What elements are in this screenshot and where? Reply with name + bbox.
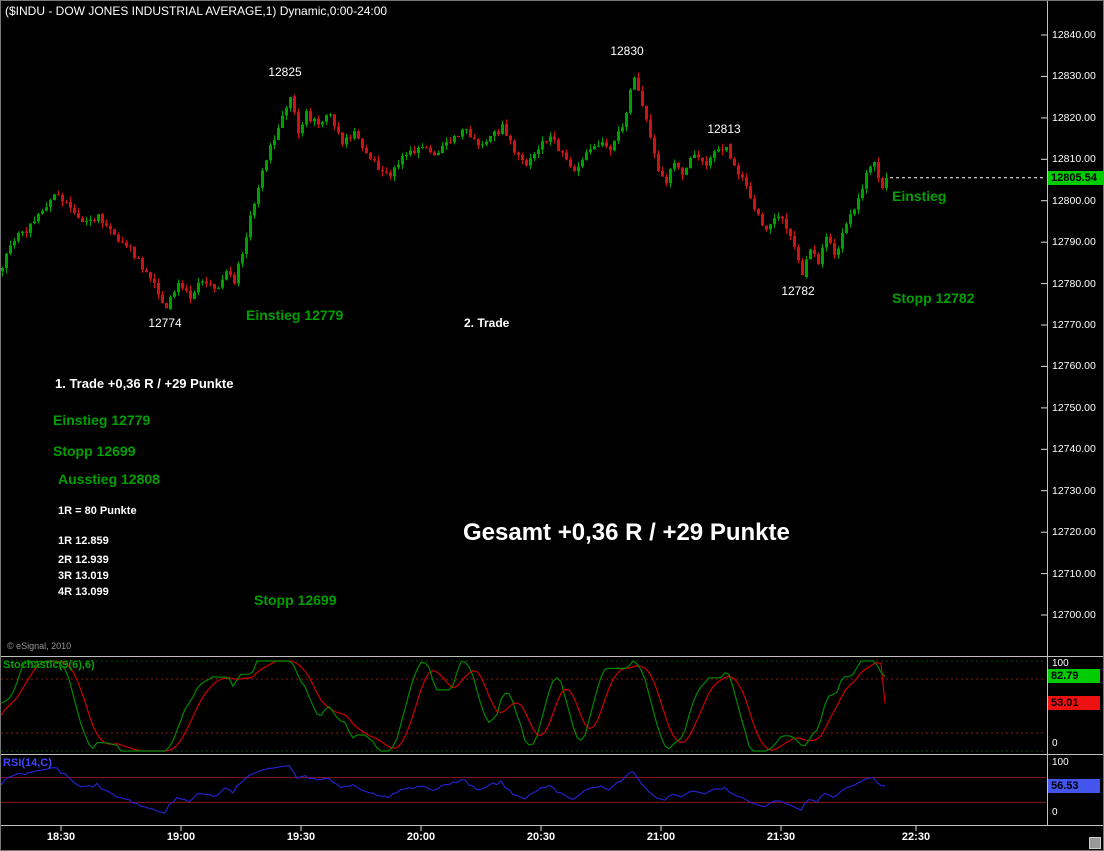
price-axis[interactable]: 12840.00 12830.00 12820.00 12810.00 12800.00… [1048,1,1103,825]
annotation: 12774 [148,316,182,330]
time-axis-label: 19:30 [286,831,316,843]
annotation: 2. Trade [464,316,510,330]
annotation: Gesamt +0,36 R / +29 Punkte [463,519,790,546]
rsi-label: RSI(14,C) [3,757,52,769]
current-price-badge: 12805.54 [1048,171,1103,185]
price-axis-label: 12800.00 [1052,194,1096,207]
annotation: 1R = 80 Punkte [58,505,137,517]
price-axis-label: 12750.00 [1052,401,1096,414]
annotation: Ausstieg 12808 [58,471,160,487]
time-axis-label: 22:30 [901,831,931,843]
price-axis-label: 12780.00 [1052,277,1096,290]
time-axis-label: 18:30 [46,831,76,843]
price-axis-label: 12730.00 [1052,484,1096,497]
price-axis-label: 12740.00 [1052,443,1096,456]
stochastic-k-badge: 82.79 [1048,669,1100,683]
annotation: Einstieg 12779 [53,412,151,428]
annotation: Stopp 12699 [53,443,136,459]
resize-grip[interactable] [1089,837,1101,849]
price-axis-label: 12710.00 [1052,567,1096,580]
time-axis-label: 20:30 [526,831,556,843]
annotation: 2R 12.939 [58,554,109,566]
annotation: 12825 [268,65,302,79]
price-axis-label: 12770.00 [1052,319,1096,331]
copyright-notice: © eSignal, 2010 [7,641,72,651]
time-axis[interactable]: 18:30 19:00 19:30 20:00 20:30 21:00 21:30 22:30 [1,826,1047,850]
time-axis-label: 21:30 [766,831,796,843]
annotation: 12830 [610,44,644,58]
stochastic-label: Stochastic(9(6),6) [3,659,95,671]
annotation: 1. Trade +0,36 R / +29 Punkte [55,376,234,391]
annotation: Einstieg 12779 [246,307,344,323]
price-axis-label: 12810.00 [1052,153,1096,166]
chart-title: ($INDU - DOW JONES INDUSTRIAL AVERAGE,1)… [5,4,388,18]
time-axis-label: 19:00 [166,831,196,843]
annotation: 4R 13.099 [58,586,109,598]
price-axis-label: 12720.00 [1052,526,1096,539]
annotation: 1R 12.859 [58,535,109,547]
rsi-scale-top: 100 [1052,757,1069,768]
price-axis-label: 12830.00 [1052,70,1096,83]
annotation: Stopp 12699 [254,592,337,608]
stochastic-scale-top: 100 [1052,658,1069,669]
annotation: 12813 [707,122,741,136]
annotation: 12782 [781,284,815,298]
price-axis-label: 12790.00 [1052,236,1096,249]
stochastic-d-badge: 53.01 [1048,696,1100,710]
annotation: Einstieg [892,188,947,204]
time-axis-label: 20:00 [406,831,436,843]
rsi-value-badge: 56.53 [1048,779,1100,793]
price-axis-label: 12760.00 [1052,360,1096,373]
price-axis-label: 12820.00 [1052,111,1096,124]
stochastic-scale-bottom: 0 [1052,738,1058,749]
annotation: Stopp 12782 [892,290,975,306]
annotation: 3R 13.019 [58,570,109,582]
price-axis-label: 12840.00 [1052,29,1096,41]
price-axis-label: 12700.00 [1052,609,1096,622]
time-axis-label: 21:00 [646,831,676,843]
rsi-scale-bottom: 0 [1052,807,1058,818]
